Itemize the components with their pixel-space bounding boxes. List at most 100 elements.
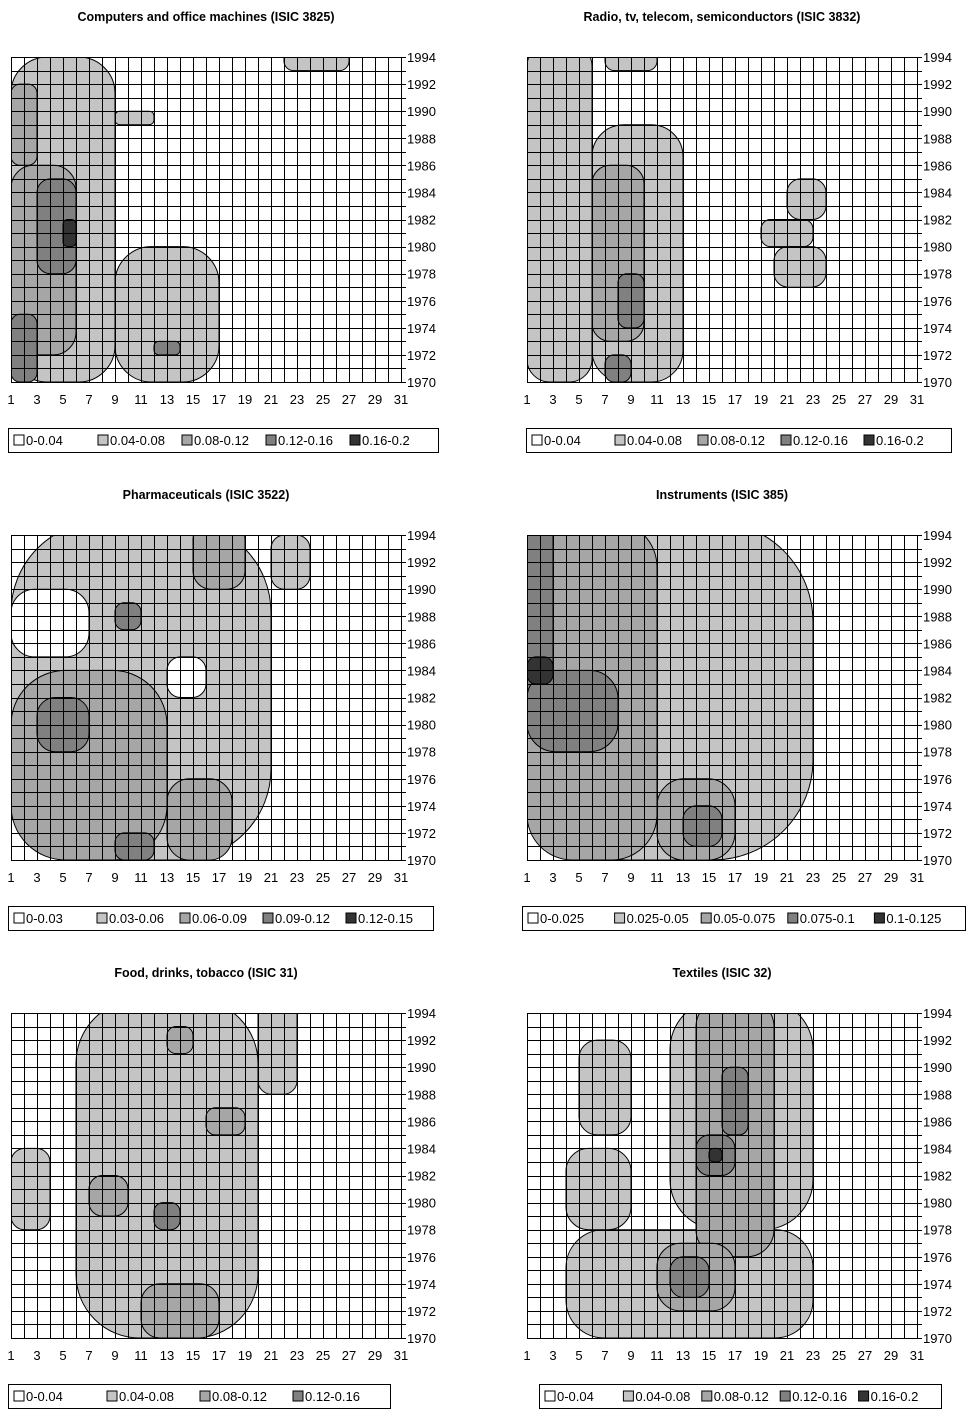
x-tick-label: 3 (549, 1348, 556, 1363)
x-tick-label: 9 (111, 392, 118, 407)
y-tick-label: 1992 (407, 555, 436, 570)
legend-label: 0.16-0.2 (876, 433, 924, 448)
legend-swatch (614, 912, 626, 924)
y-tick-label: 1990 (407, 1060, 436, 1075)
y-tick-label: 1976 (923, 1250, 952, 1265)
x-tick-label: 9 (111, 1348, 118, 1363)
y-tick-label: 1978 (923, 1223, 952, 1238)
x-tick-label: 25 (832, 392, 846, 407)
x-tick-label: 11 (650, 392, 664, 407)
y-tick-label: 1978 (407, 1223, 436, 1238)
y-tick-label: 1992 (923, 77, 952, 92)
legend-label: 0.16-0.2 (871, 1389, 919, 1404)
y-tick-label: 1982 (407, 1169, 436, 1184)
y-tick-label: 1970 (407, 375, 436, 390)
y-tick-label: 1972 (407, 348, 436, 363)
y-tick-label: 1984 (923, 185, 952, 200)
chart-panel-2: Radio, tv, telecom, semiconductors (ISIC… (516, 0, 967, 470)
y-tick-label: 1970 (407, 1331, 436, 1346)
x-tick-label: 5 (59, 392, 66, 407)
x-tick-label: 17 (728, 870, 742, 885)
x-tick-label: 31 (394, 392, 408, 407)
legend-label: 0.05-0.075 (713, 911, 775, 926)
x-tick-label: 21 (780, 870, 794, 885)
legend-swatch (701, 1390, 713, 1402)
legend-label: 0.1-0.125 (886, 911, 941, 926)
x-tick-label: 15 (702, 1348, 716, 1363)
x-tick-label: 11 (134, 392, 148, 407)
x-tick-label: 21 (780, 1348, 794, 1363)
x-tick-label: 1 (7, 392, 14, 407)
x-tick-label: 9 (627, 870, 634, 885)
x-tick-label: 19 (238, 392, 252, 407)
legend-swatch (787, 912, 799, 924)
y-tick-label: 1994 (923, 50, 952, 65)
x-tick-label: 23 (806, 392, 820, 407)
legend-label: 0.09-0.12 (275, 911, 330, 926)
legend-swatch (13, 1390, 25, 1402)
x-tick-label: 31 (910, 870, 924, 885)
x-tick-label: 29 (368, 392, 382, 407)
y-tick-label: 1994 (923, 1006, 952, 1021)
x-tick-label: 11 (650, 870, 664, 885)
legend-swatch (531, 434, 543, 446)
legend-swatch (614, 434, 626, 446)
y-tick-label: 1988 (407, 609, 436, 624)
x-tick-label: 25 (832, 870, 846, 885)
x-tick-label: 19 (238, 870, 252, 885)
y-tick-label: 1992 (923, 555, 952, 570)
x-tick-label: 17 (212, 392, 226, 407)
legend-swatch (697, 434, 709, 446)
x-tick-label: 19 (754, 392, 768, 407)
legend-swatch (13, 434, 25, 446)
x-tick-label: 15 (186, 392, 200, 407)
y-tick-label: 1978 (407, 267, 436, 282)
x-tick-label: 11 (650, 1348, 664, 1363)
y-tick-label: 1970 (923, 375, 952, 390)
y-tick-label: 1972 (923, 348, 952, 363)
x-tick-label: 21 (264, 870, 278, 885)
y-tick-label: 1972 (923, 826, 952, 841)
contour-region (786, 178, 827, 220)
legend-swatch (292, 1390, 304, 1402)
y-tick-label: 1976 (923, 294, 952, 309)
legend-label: 0.08-0.12 (710, 433, 765, 448)
y-tick-label: 1982 (923, 691, 952, 706)
y-tick-label: 1974 (923, 321, 952, 336)
x-tick-label: 17 (212, 1348, 226, 1363)
y-tick-label: 1988 (923, 131, 952, 146)
legend-label: 0.12-0.16 (792, 1389, 847, 1404)
y-tick-label: 1984 (923, 1141, 952, 1156)
y-tick-label: 1986 (923, 158, 952, 173)
x-tick-label: 3 (33, 1348, 40, 1363)
y-tick-label: 1980 (923, 240, 952, 255)
x-tick-label: 13 (160, 1348, 174, 1363)
x-tick-label: 13 (160, 870, 174, 885)
x-tick-label: 25 (832, 1348, 846, 1363)
y-tick-label: 1990 (923, 104, 952, 119)
x-tick-label: 19 (754, 1348, 768, 1363)
legend: 0-0.04 0.04-0.08 0.08-0.12 0.12-0.16 (8, 1384, 391, 1409)
chart-panel-1: Computers and office machines (ISIC 3825… (0, 0, 483, 470)
x-tick-label: 15 (702, 870, 716, 885)
x-tick-label: 21 (264, 392, 278, 407)
x-tick-label: 5 (575, 870, 582, 885)
legend-label: 0-0.04 (544, 433, 581, 448)
chart-svg-3: Pharmaceuticals (ISIC 3522)1 3 5 7 9 11 13 15 17… (7, 488, 436, 931)
x-tick-label: 27 (858, 392, 872, 407)
chart-svg-5: Food, drinks, tobacco (ISIC 31)1 3 5 7 9 11 13… (7, 966, 436, 1409)
x-tick-label: 17 (212, 870, 226, 885)
y-tick-label: 1980 (407, 1196, 436, 1211)
y-tick-label: 1970 (407, 853, 436, 868)
legend: 0-0.03 0.03-0.06 0.06-0.09 0.09-0.12 0.12-0.… (8, 906, 434, 931)
legend-swatch (106, 1390, 118, 1402)
legend-swatch (199, 1390, 211, 1402)
legend-label: 0-0.025 (540, 911, 584, 926)
chart-svg-4: Instruments (ISIC 385)1 3 5 7 9 11 13 15 17 19 21 2… (522, 488, 966, 931)
y-tick-label: 1986 (923, 636, 952, 651)
contour-region (682, 805, 723, 847)
x-tick-label: 15 (186, 870, 200, 885)
x-tick-label: 15 (702, 392, 716, 407)
y-tick-label: 1986 (407, 636, 436, 651)
x-tick-label: 1 (7, 870, 14, 885)
